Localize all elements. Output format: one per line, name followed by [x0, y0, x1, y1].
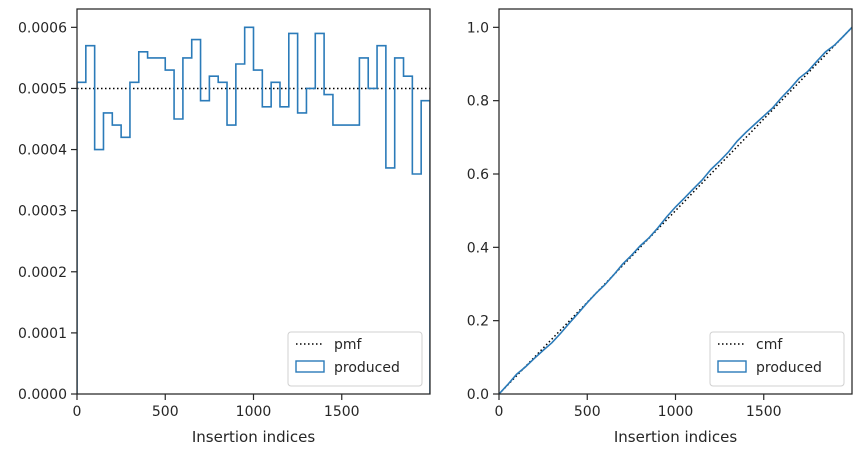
series-produced-line	[499, 26, 852, 394]
x-tick-label: 0	[495, 404, 504, 420]
x-tick-label: 1000	[658, 404, 694, 420]
y-tick-label: 0.0002	[18, 265, 67, 281]
legend: cmf produced	[709, 331, 845, 387]
x-tick-label: 1500	[746, 404, 782, 420]
y-tick-label: 1.0	[467, 20, 489, 36]
y-tick-label: 0.6	[467, 167, 489, 183]
legend-swatch-produced	[717, 360, 747, 373]
y-tick-label: 0.0001	[18, 326, 67, 342]
series-produced-line	[77, 26, 430, 394]
y-tick-label: 0.8	[467, 94, 489, 110]
x-tick-label: 500	[152, 404, 179, 420]
x-tick-label: 0	[73, 404, 82, 420]
y-tick-label: 0.4	[467, 240, 489, 256]
y-tick-label: 0.0004	[18, 143, 67, 159]
y-tick-label: 0.0003	[18, 204, 67, 220]
legend-label-produced: produced	[334, 360, 400, 376]
legend-swatch-produced	[295, 360, 325, 373]
pmf-histogram-panel: 0 500 1000 1500 0.0000 0.0001 0.0002 0.0003 0.00…	[18, 8, 431, 446]
plot-area	[499, 26, 852, 394]
legend: pmf produced	[287, 331, 423, 387]
legend-label-cmf: cmf	[756, 337, 783, 353]
plot-area	[77, 26, 430, 394]
y-tick-label: 0.2	[467, 314, 489, 330]
x-tick-label: 1000	[236, 404, 272, 420]
y-tick-label: 0.0006	[18, 20, 67, 36]
y-tick-label: 0.0	[467, 387, 489, 403]
legend-label-produced: produced	[756, 360, 822, 376]
x-tick-label: 500	[574, 404, 601, 420]
series-cmf-line	[499, 26, 852, 394]
y-tick-label: 0.0005	[18, 81, 67, 97]
cmf-panel: 0 500 1000 1500 0.0 0.2 0.4 0.6 0.8 1.0 Insertion …	[467, 8, 853, 446]
x-axis-label: Insertion indices	[192, 428, 315, 446]
x-axis-label: Insertion indices	[614, 428, 737, 446]
legend-label-pmf: pmf	[334, 337, 363, 353]
y-tick-label: 0.0000	[18, 387, 67, 403]
x-tick-label: 1500	[324, 404, 360, 420]
